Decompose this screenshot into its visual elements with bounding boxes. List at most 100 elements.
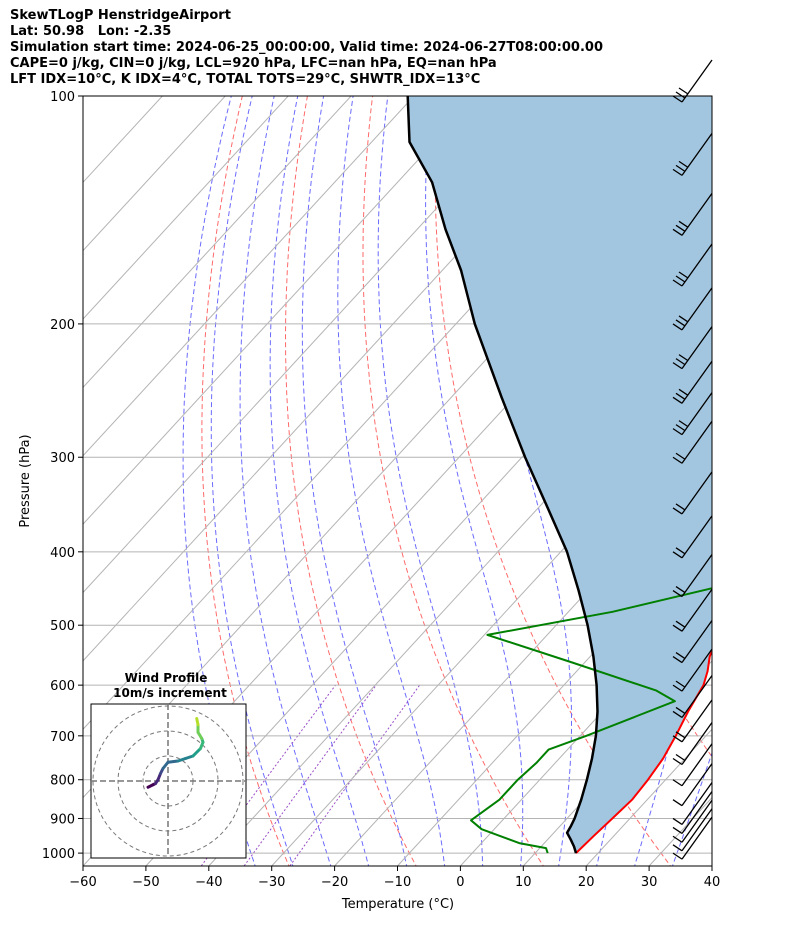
wind-barb: [672, 132, 713, 176]
chart-title-line: Lat: 50.98 Lon: -2.35: [10, 24, 172, 39]
wind-barb-flag: [675, 275, 686, 283]
wind-barb-flag: [675, 706, 686, 715]
wind-barb-flag: [675, 680, 686, 688]
wind-barb: [672, 420, 713, 464]
moist-adiabat-line: [337, 96, 446, 866]
wind-barb-flag: [672, 362, 683, 370]
wind-barb-flag: [675, 452, 686, 460]
isotherm-line: [83, 96, 415, 457]
wind-barb: [672, 699, 713, 743]
wind-barb-shaft: [681, 620, 713, 663]
dewpoint-line: [470, 587, 712, 854]
wind-barb: [672, 799, 713, 843]
wind-barb-shaft: [681, 699, 713, 743]
wind-barb-flag: [675, 164, 686, 172]
wind-barb-shaft: [681, 471, 713, 515]
mixing-ratio-line: [289, 684, 421, 866]
wind-barb-flag: [672, 428, 683, 436]
moist-adiabat-line: [239, 96, 332, 866]
wind-barb-flag: [672, 844, 683, 852]
isotherm-line: [83, 96, 478, 525]
wind-barb: [672, 554, 713, 598]
isotherm-line: [83, 96, 541, 594]
wind-barb-shaft: [681, 791, 713, 834]
wind-barb-flag: [672, 655, 683, 664]
chart-title-block: SkewTLogP HenstridgeAirport Lat: 50.98 L…: [10, 8, 603, 88]
chart-title-line: SkewTLogP HenstridgeAirport: [10, 8, 231, 23]
wind-barb-shaft: [681, 59, 713, 103]
moist-adiabat-line: [269, 96, 370, 866]
wind-barb-flag: [678, 420, 689, 428]
wind-barb-flag: [672, 507, 683, 515]
wind-barb-flag: [672, 710, 683, 719]
wind-barb-flag: [675, 731, 686, 739]
wind-barb-flag: [678, 271, 689, 279]
wind-barb-flag: [672, 826, 683, 835]
y-tick-label: 200: [50, 318, 75, 333]
wind-barb-flag: [675, 651, 686, 660]
hodograph-subtitle: 10m/s increment: [113, 686, 227, 700]
wind-barb: [672, 192, 713, 236]
wind-barb-shaft: [681, 420, 713, 464]
hodograph-trace: [166, 759, 180, 764]
dry-adiabat-line: [362, 96, 544, 866]
wind-barb-flag: [675, 753, 686, 762]
wind-barb-shaft: [681, 554, 713, 597]
wind-barb-flag: [675, 392, 686, 400]
dry-adiabat-line: [201, 96, 290, 866]
y-tick-label: 500: [50, 619, 75, 634]
wind-barb-flag: [672, 168, 683, 176]
wind-barb: [672, 59, 713, 103]
x-tick-label: 20: [578, 875, 595, 890]
wind-barb-shaft: [681, 808, 713, 852]
wind-barb-flag: [678, 160, 689, 168]
wind-barb-flag: [678, 220, 689, 228]
y-tick-label: 900: [50, 812, 75, 827]
wind-barb-flag: [675, 319, 686, 327]
isotherm-line: [83, 96, 226, 252]
wind-barb-flag: [672, 835, 683, 843]
wind-barb: [672, 808, 713, 852]
y-tick-label: 800: [50, 774, 75, 789]
wind-barb-shaft: [681, 743, 713, 787]
wind-barb-shaft: [681, 392, 713, 435]
mixing-ratio-line: [200, 684, 336, 866]
wind-barb-flag: [672, 799, 683, 807]
isotherm-line: [145, 249, 712, 866]
wind-barb-flag: [675, 91, 686, 99]
x-tick-label: 30: [641, 875, 658, 890]
wind-barb-flag: [672, 95, 683, 103]
wind-barb-flag: [672, 817, 683, 826]
wind-barb-flag: [672, 396, 683, 404]
x-tick-label: −40: [195, 875, 222, 890]
wind-barb: [672, 515, 713, 559]
wind-barb-flag: [678, 354, 689, 362]
wind-barb-shaft: [681, 588, 713, 632]
wind-barb-flag: [678, 87, 689, 95]
wind-barb-flag: [675, 224, 686, 232]
wind-barb: [672, 287, 713, 331]
y-tick-label: 100: [50, 90, 75, 105]
y-tick-label: 300: [50, 451, 75, 466]
dry-adiabat-line: [760, 79, 794, 869]
wind-barb-shaft: [681, 287, 713, 331]
hodograph-trace: [191, 747, 202, 758]
x-tick-label: 40: [704, 875, 721, 890]
wind-barb-flag: [672, 228, 683, 236]
wind-barb: [672, 675, 713, 719]
y-tick-label: 400: [50, 546, 75, 561]
wind-barb-shaft: [681, 192, 713, 236]
wind-barb: [672, 763, 713, 807]
chart-title-line: Simulation start time: 2024-06-25_00:00:…: [10, 40, 603, 55]
x-tick-label: −30: [258, 875, 285, 890]
x-tick-label: −50: [132, 875, 159, 890]
wind-barb-shaft: [681, 243, 713, 287]
x-tick-label: 0: [456, 875, 464, 890]
wind-barb-flag: [675, 503, 686, 511]
cape-shaded-area: [407, 96, 712, 854]
hodograph-trace: [195, 717, 200, 727]
x-tick-label: 10: [515, 875, 532, 890]
wind-barb: [672, 392, 713, 436]
wind-barb: [672, 743, 713, 787]
